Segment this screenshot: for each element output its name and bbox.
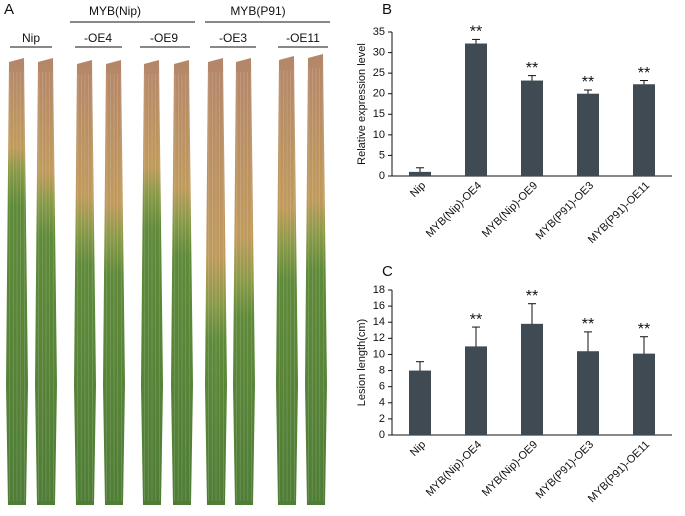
leaf [305,54,327,505]
leaf [205,58,227,505]
bar [577,351,599,435]
x-tick-label: MYB(Nip)-OE4 [424,439,484,499]
line-label: -OE9 [150,31,178,45]
leaf [103,60,125,505]
significance-label: ** [638,321,650,338]
x-tick-label: MYB(P91)-OE3 [534,180,597,243]
y-axis-label: Lesion length(cm) [356,319,368,406]
y-tick-label: 12 [373,332,385,344]
y-tick-label: 20 [373,88,385,100]
bar [633,84,655,176]
leaf-vein [52,71,54,502]
bar [409,370,431,435]
x-tick-label: MYB(P91)-OE11 [586,439,652,505]
x-tick-label: Nip [408,180,428,200]
leaf [171,60,193,505]
panel-label: C [382,263,393,280]
y-tick-label: 5 [379,149,385,161]
y-tick-label: 0 [379,170,385,182]
significance-label: ** [638,65,650,82]
leaf-vein [250,71,253,502]
leaf-vein [158,73,161,502]
leaf-vein [143,73,146,502]
significance-label: ** [526,60,538,77]
leaf-photo [6,54,327,505]
bar [577,93,599,176]
line-label: -OE3 [219,31,247,45]
bar [465,43,487,176]
leaf-vein [9,71,11,502]
line-label: -OE11 [286,31,320,45]
leaf [141,60,163,505]
bar [409,171,431,176]
x-tick-label: MYB(P91)-OE3 [534,439,597,502]
y-tick-label: 0 [379,429,385,441]
leaf-vein [38,71,40,502]
line-label: Nip [22,31,40,45]
y-tick-label: 4 [379,397,385,409]
y-tick-label: 10 [373,129,385,141]
leaf-vein [235,71,238,502]
significance-label: ** [470,311,482,328]
x-tick-label: MYB(Nip)-OE4 [424,180,484,240]
line-label: -OE4 [84,31,112,45]
y-tick-label: 16 [373,300,385,312]
leaf [35,58,57,505]
x-tick-label: MYB(Nip)-OE9 [480,180,540,240]
y-tick-label: 35 [373,26,385,38]
y-tick-label: 25 [373,67,385,79]
y-tick-label: 18 [373,284,385,296]
x-tick-label: MYB(P91)-OE11 [586,180,652,246]
panel-label: B [382,1,392,18]
leaf-vein [120,73,122,502]
y-tick-label: 15 [373,108,385,120]
leaf-vein [278,69,281,502]
leaf-vein [173,73,176,502]
y-tick-label: 14 [373,316,385,328]
leaf-vein [106,73,108,502]
group-label: MYB(P91) [230,4,285,18]
y-tick-label: 10 [373,348,385,360]
leaf [6,58,28,505]
significance-label: ** [582,316,594,333]
y-tick-label: 2 [379,413,385,425]
y-tick-label: 8 [379,364,385,376]
y-axis-label: Relative expression level [356,43,368,165]
leaf-vein [322,67,325,502]
leaf-vein [293,69,296,502]
x-tick-label: Nip [408,439,428,459]
leaf-vein [23,71,25,502]
bar [521,80,543,176]
bar [633,353,655,435]
bar [521,323,543,435]
leaf [276,56,298,505]
leaf-vein [91,73,93,502]
leaf-vein [188,73,191,502]
y-tick-label: 30 [373,46,385,58]
y-tick-label: 6 [379,381,385,393]
panel-label: A [4,1,14,18]
significance-label: ** [470,24,482,41]
significance-label: ** [582,74,594,91]
bar [465,346,487,435]
x-tick-label: MYB(Nip)-OE9 [480,439,540,499]
leaf-vein [207,71,210,502]
leaf [74,60,96,505]
leaf-vein [77,73,79,502]
leaf-vein [222,71,225,502]
leaf [233,58,255,505]
group-label: MYB(Nip) [89,4,141,18]
leaf-vein [307,67,310,502]
significance-label: ** [526,288,538,305]
